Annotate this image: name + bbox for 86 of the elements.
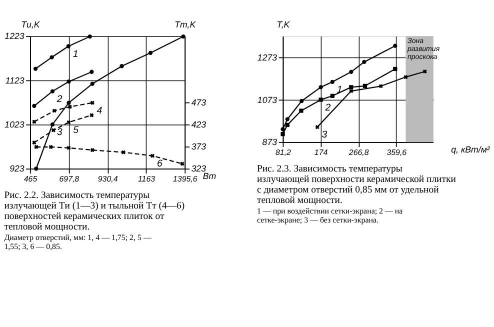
y2-tick-label: 373: [191, 142, 206, 152]
x-tick-label: 930,4: [98, 174, 118, 184]
point: [34, 144, 38, 150]
series-label: 2: [56, 94, 63, 105]
x-tick-label: 465: [24, 174, 38, 184]
point: [349, 88, 354, 94]
point: [66, 44, 71, 48]
point: [66, 146, 71, 150]
y-tick-label: 1273: [257, 52, 278, 62]
series-label: 3: [56, 127, 63, 138]
point: [318, 98, 323, 102]
point: [330, 94, 334, 98]
series-label: 1: [72, 48, 78, 60]
point: [32, 140, 36, 145]
series-label: 4: [96, 105, 103, 116]
y-tick-label: 1123: [5, 75, 24, 86]
point: [90, 113, 94, 118]
point: [121, 150, 126, 154]
text: Рис. 2.2. Зависимость температуры излучающей Tи (1—3) и тыльной Tт (4—6) поверхностей керамических плиток от тепловой мощности.: [4, 190, 185, 233]
x-tick-label: 359,6: [386, 148, 408, 157]
point: [66, 100, 71, 105]
point: [362, 60, 366, 64]
point: [50, 122, 55, 127]
point: [50, 55, 54, 60]
text: 1 — при воздействии сетки-экрана; 2 — на сетке-экране; 3 — без сетки-экрана.: [256, 206, 404, 225]
point: [330, 80, 334, 84]
point: [33, 66, 38, 71]
point: [66, 80, 71, 84]
x-tick-label: 1395,6: [173, 174, 198, 184]
y-tick-label: 923: [10, 164, 24, 174]
point: [88, 34, 92, 39]
x-tick-label: 81,2: [276, 148, 292, 157]
point: [90, 70, 94, 74]
y2-axis-title: Tт,K: [174, 20, 197, 30]
point: [285, 117, 290, 122]
point: [318, 85, 323, 90]
point: [280, 127, 285, 132]
point: [51, 128, 56, 132]
series-label: 6: [156, 158, 163, 170]
point: [48, 144, 53, 150]
point: [32, 104, 36, 108]
point: [90, 148, 94, 152]
point: [150, 154, 155, 158]
point: [404, 74, 408, 80]
y-axis-title: Tи,K: [21, 20, 41, 30]
point: [52, 108, 56, 113]
point: [422, 69, 427, 74]
x-axis-title: q, кВт/м²: [451, 144, 491, 154]
series-label: 2: [324, 102, 332, 114]
x-tick-label: 266,8: [348, 148, 370, 157]
point: [120, 64, 124, 68]
point: [300, 98, 304, 104]
point: [180, 162, 184, 166]
point: [315, 125, 320, 130]
point: [280, 132, 285, 136]
x-tick-label: 174: [314, 148, 328, 157]
point: [50, 89, 55, 94]
x-tick-label: 1163: [138, 174, 156, 184]
text: Рис. 2.3. Зависимость температуры излучающей поверхности керамической плитки с диаметром отверстий 0,85 мм от удельной тепловой мощности.: [256, 163, 456, 206]
point: [393, 44, 398, 48]
point: [349, 85, 354, 90]
point: [68, 104, 72, 109]
point: [181, 34, 186, 39]
point: [285, 122, 290, 128]
point: [66, 120, 71, 124]
point: [362, 84, 368, 88]
x-tick-label: 697,8: [59, 174, 80, 184]
point: [90, 100, 94, 105]
point: [32, 120, 36, 124]
point: [378, 84, 383, 88]
series-label: 5: [73, 124, 80, 136]
y-tick-label: 873: [262, 137, 278, 148]
y2-tick-label: 423: [191, 120, 206, 130]
point: [90, 82, 94, 86]
y-tick-label: 1023: [4, 120, 24, 130]
text: Диаметр отверстий, мм: 1, 4 — 1,75; 2, 5 — 1,55; 3, 6 — 0,85.: [4, 233, 152, 252]
series-label: 3: [322, 130, 328, 141]
point: [393, 66, 398, 72]
y-tick-label: 1073: [257, 94, 278, 105]
y-tick-label: 1223: [4, 31, 24, 42]
y2-tick-label: 473: [191, 97, 206, 108]
point: [34, 166, 38, 171]
point: [148, 50, 153, 55]
point: [299, 108, 304, 113]
point: [349, 70, 354, 74]
y-axis-title: T,K: [276, 20, 291, 30]
